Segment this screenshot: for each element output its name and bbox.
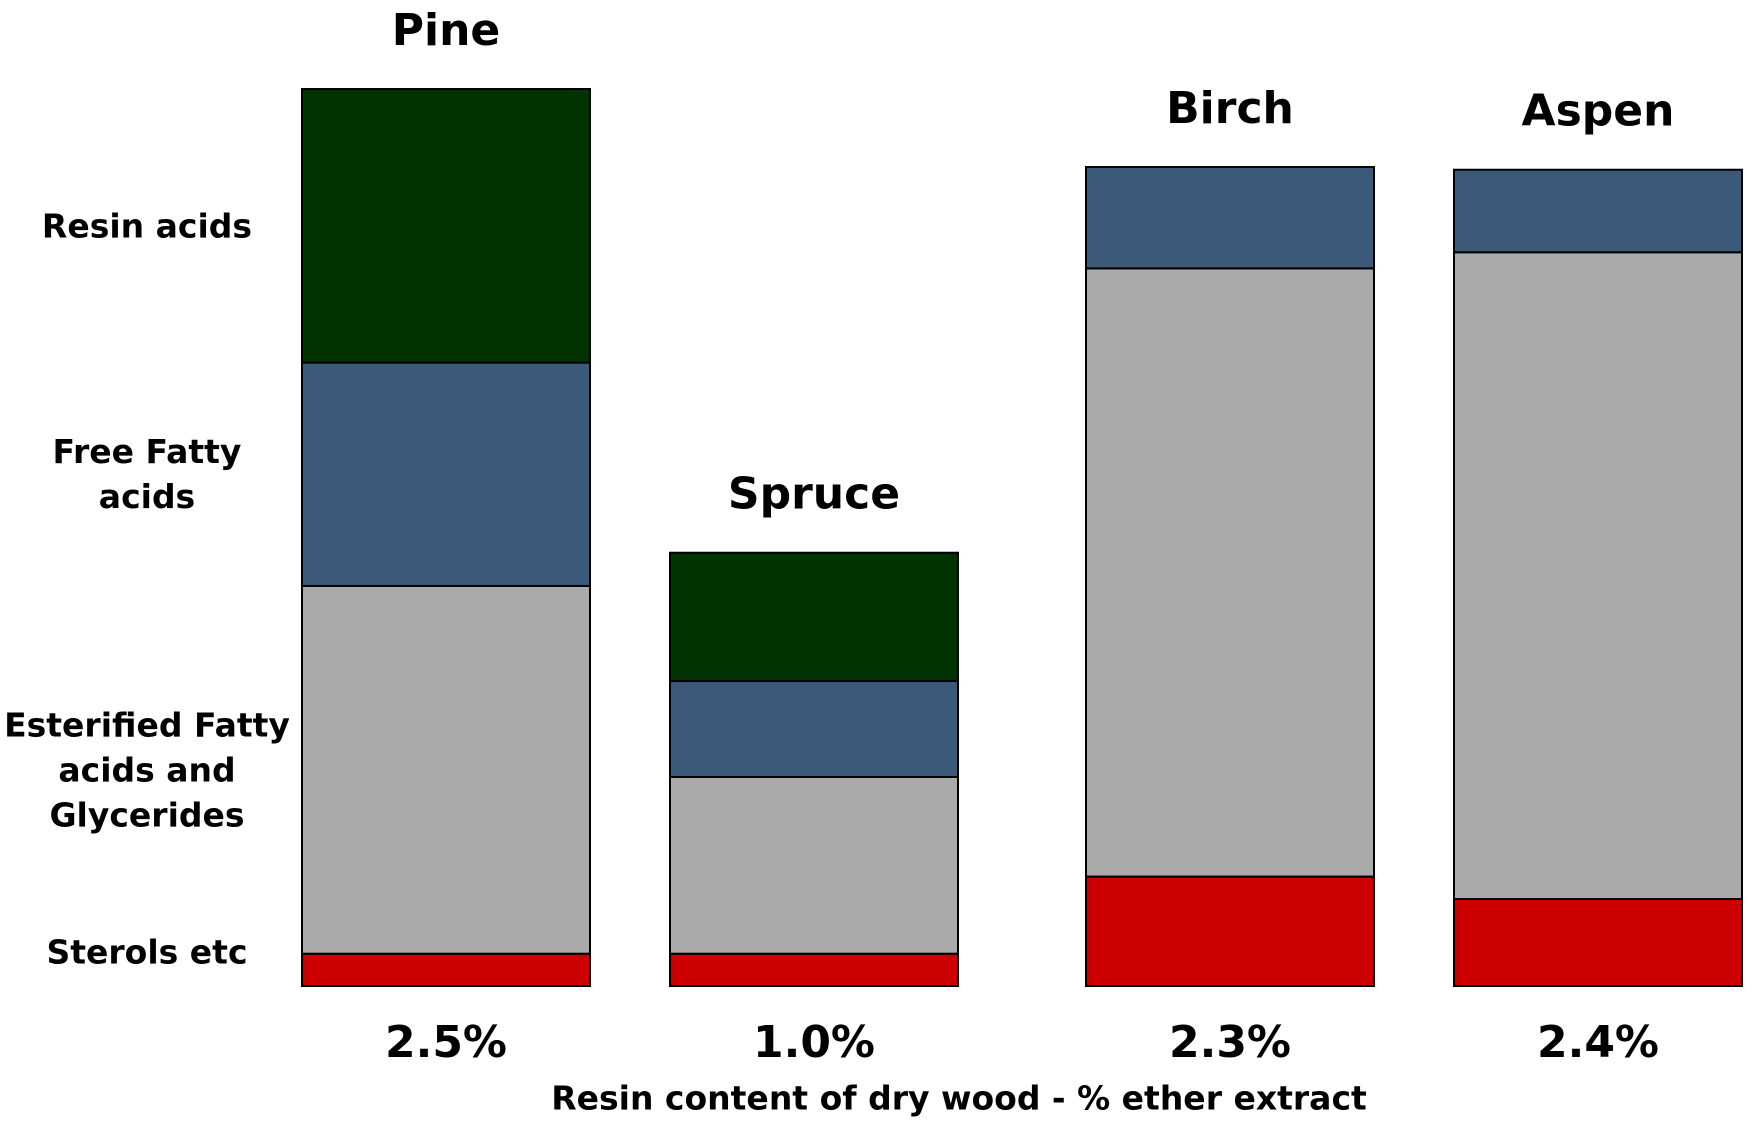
total-label: 1.0% [753,1017,875,1068]
legend-label: Free Fatty acids [52,432,242,517]
bar-segment [1085,875,1375,987]
bar-segment [1453,168,1743,254]
bar-segment [1085,267,1375,878]
total-label: 2.5% [385,1017,507,1068]
x-axis-title: Resin content of dry wood - % ether extr… [551,1079,1367,1118]
category-label: Pine [392,5,501,56]
category-label: Spruce [728,469,900,520]
bar-segment [1453,251,1743,900]
bar-segment [301,361,591,587]
legend-label: Sterols etc [46,932,248,972]
bar-segment [1085,166,1375,270]
bar-segment [1453,897,1743,988]
bar-segment [301,88,591,364]
category-label: Birch [1166,83,1294,134]
total-label: 2.3% [1169,1017,1291,1068]
total-label: 2.4% [1537,1017,1659,1068]
category-label: Aspen [1522,86,1675,137]
bar-segment [301,584,591,955]
bar-segment [669,952,959,988]
legend-label: Resin acids [41,206,253,246]
legend-label: Esterified Fatty acids and Glycerides [4,705,290,835]
bar-segment [301,952,591,988]
bar-segment [669,775,959,955]
bar-segment [669,680,959,778]
bar-segment [669,551,959,683]
